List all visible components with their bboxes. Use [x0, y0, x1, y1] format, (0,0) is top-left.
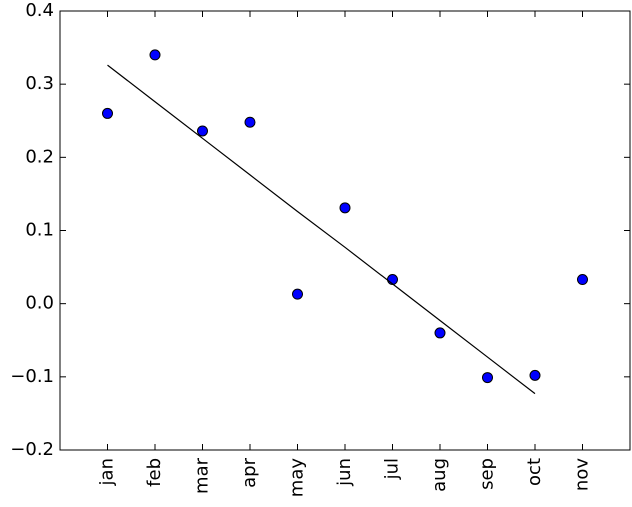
x-tick-label: feb	[144, 458, 165, 487]
y-tick-label: 0.2	[25, 146, 54, 167]
point	[244, 116, 256, 128]
point	[149, 49, 161, 61]
y-tick-label: −0.2	[10, 439, 54, 460]
point	[577, 274, 588, 286]
trend-line	[107, 64, 536, 395]
y-tick-label: 0.3	[25, 73, 54, 94]
x-tick-label: sep	[477, 458, 498, 490]
x-tick-label: nov	[572, 458, 593, 491]
x-tick-label: jan	[97, 458, 118, 486]
x-tick-label: aug	[429, 458, 450, 492]
y-tick-label: 0.1	[25, 220, 54, 241]
y-tick-label: 0.4	[25, 0, 54, 21]
plot-frame	[59, 10, 631, 451]
point	[292, 288, 303, 300]
point	[339, 202, 351, 214]
point	[102, 107, 113, 119]
y-tick-label: −0.1	[10, 366, 54, 387]
x-tick-label: jun	[334, 458, 355, 487]
x-tick-label: apr	[239, 457, 260, 487]
x-tick-label: mar	[192, 457, 213, 494]
point	[434, 327, 446, 339]
point	[482, 372, 493, 384]
x-tick-label: jul	[382, 458, 403, 480]
point	[529, 369, 541, 381]
point	[387, 274, 398, 286]
x-tick-label: oct	[524, 458, 545, 486]
x-tick-label: may	[287, 458, 308, 498]
point	[197, 125, 208, 137]
y-tick-label: 0.0	[25, 293, 54, 314]
